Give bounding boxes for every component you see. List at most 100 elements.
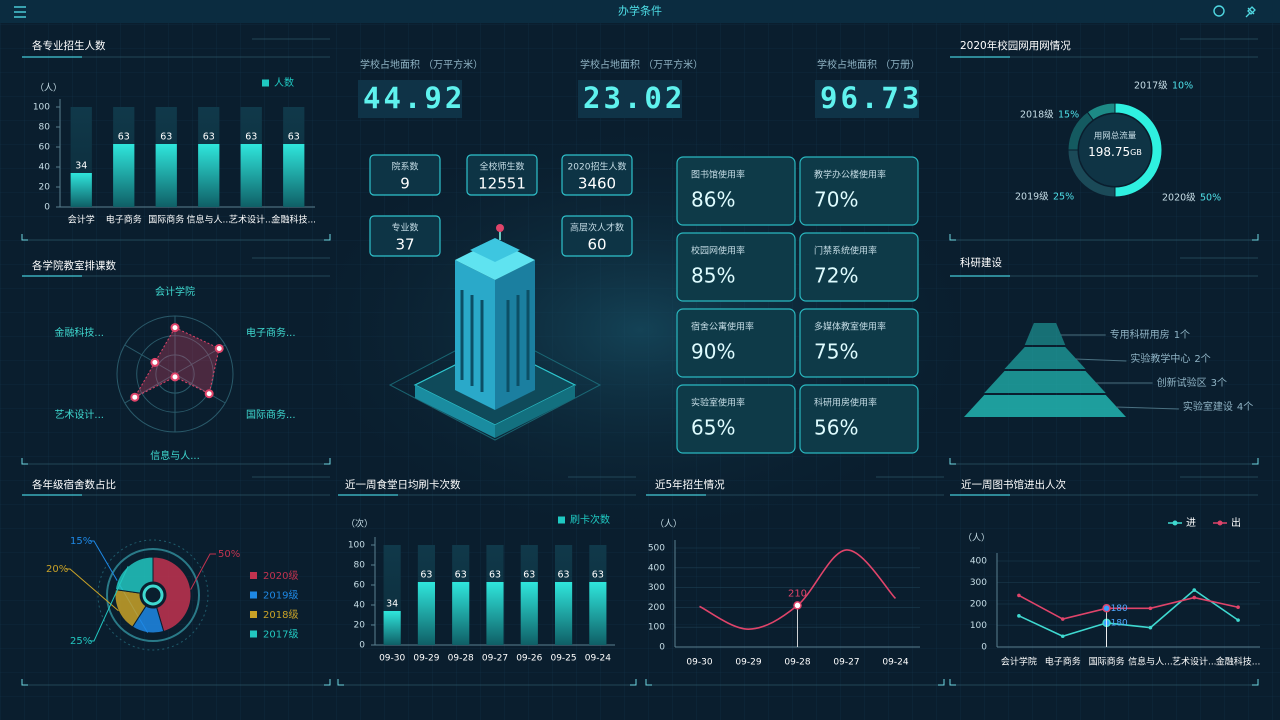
x-tick-label: 09-25 [550, 654, 576, 664]
pie-slice [152, 556, 192, 633]
panel-title: 近一周食堂日均刷卡次数 [345, 478, 461, 491]
y-axis-label: （人） [963, 533, 990, 544]
highlight-label: 210 [788, 588, 807, 599]
count-box [561, 215, 633, 257]
x-tick-label: 电子商务 [1045, 656, 1081, 668]
x-tick-label: 信息与人... [186, 214, 231, 226]
value-label: 63 [523, 570, 535, 581]
y-tick-label: 0 [44, 203, 50, 213]
x-tick-label: 09-27 [833, 658, 859, 668]
count-box [369, 215, 441, 257]
rate-value: 85% [691, 264, 735, 288]
bar [240, 144, 262, 207]
legend-swatch [558, 516, 565, 524]
value-label: 63 [288, 132, 300, 143]
center-value: 198.75GB [1088, 145, 1142, 159]
bar [383, 611, 401, 645]
radar-label: 电子商务... [246, 326, 296, 339]
slice-label: 50% [218, 549, 240, 560]
leader [1115, 406, 1179, 410]
count-label: 高层次人才数 [570, 222, 624, 234]
highlight-point [1102, 604, 1111, 613]
legend-swatch [250, 611, 257, 618]
y-tick-label: 0 [359, 641, 365, 651]
rate-card [799, 232, 919, 302]
y-tick-label: 100 [970, 621, 987, 631]
metric-label: 学校占地面积 （万平方米） [580, 58, 703, 71]
metric-box [358, 80, 462, 118]
count-label: 全校师生数 [479, 161, 524, 173]
slice-label: 15% [70, 536, 92, 547]
point [1192, 588, 1197, 592]
page-title: 办学条件 [618, 4, 662, 18]
rate-card [676, 384, 796, 454]
legend-swatch [250, 572, 257, 579]
settings-icon[interactable] [1213, 5, 1225, 17]
rate-label: 图书馆使用率 [691, 169, 745, 181]
rate-card [799, 308, 919, 378]
rate-value: 70% [814, 188, 858, 212]
y-tick-label: 500 [648, 544, 665, 554]
slice-category: 2019级 [1015, 191, 1049, 203]
legend-label: 出 [1231, 516, 1241, 529]
bar [70, 173, 92, 207]
funnel-layer [1024, 323, 1066, 345]
funnel-label: 实验室建设 4个 [1183, 400, 1253, 413]
rate-card [799, 384, 919, 454]
count-box [369, 154, 441, 196]
line [1018, 589, 1239, 638]
metric-box [578, 80, 682, 118]
y-tick-label: 400 [648, 563, 665, 573]
x-tick-label: 金融科技... [271, 214, 316, 226]
slice-label: 20% [46, 564, 68, 575]
y-axis-label: （人） [655, 519, 682, 530]
value-label: 63 [160, 132, 172, 143]
funnel-name: 专用科研用房 [1110, 328, 1170, 341]
value-label: 63 [558, 570, 570, 581]
x-tick-label: 09-29 [735, 658, 761, 668]
value-label: 63 [489, 570, 501, 581]
pin-icon[interactable] [1245, 6, 1256, 18]
pie-slice [114, 556, 154, 594]
rate-value: 90% [691, 340, 735, 364]
panel-corner [21, 234, 331, 241]
panel-corner [21, 458, 331, 465]
value-label: 34 [75, 161, 87, 172]
funnel-label: 实验教学中心 2个 [1130, 352, 1210, 365]
center-label: 用网总流量 [1094, 131, 1137, 142]
y-tick-label: 300 [970, 578, 987, 588]
pie-hub [142, 584, 164, 606]
bar [113, 144, 135, 207]
point [1192, 595, 1197, 600]
slice-label: 15% [1058, 110, 1079, 121]
center-unit: GB [1130, 148, 1142, 157]
radar-spoke [174, 373, 226, 404]
x-tick-label: 09-29 [413, 654, 439, 664]
radar-point [170, 323, 180, 333]
panel-corner [949, 458, 1259, 465]
radar-label: 国际商务... [246, 408, 296, 421]
legend-label: 2017级 [263, 629, 298, 641]
legend-dot [1217, 520, 1223, 526]
slice-category: 2017级 [1134, 80, 1168, 92]
funnel-name: 创新试验区 [1157, 376, 1207, 389]
rate-label: 宿舍公寓使用率 [691, 321, 754, 333]
pie-ring [106, 548, 200, 642]
radar-point [130, 392, 140, 402]
y-tick-label: 20 [39, 183, 51, 193]
point [1148, 625, 1153, 630]
metric-value: 23.02 [583, 81, 685, 115]
panel-title: 各学院教室排课数 [32, 259, 116, 272]
funnel-layer [1004, 347, 1086, 369]
value-label: 63 [118, 132, 130, 143]
count-label: 专业数 [391, 222, 418, 234]
panel-title: 科研建设 [960, 256, 1002, 269]
y-tick-label: 200 [648, 603, 665, 613]
x-tick-label: 艺术设计... [229, 214, 274, 226]
menu-icon[interactable] [14, 6, 26, 18]
value-label: 63 [592, 570, 604, 581]
point [1017, 593, 1021, 598]
y-tick-label: 60 [354, 581, 366, 591]
rate-value: 65% [691, 416, 735, 440]
